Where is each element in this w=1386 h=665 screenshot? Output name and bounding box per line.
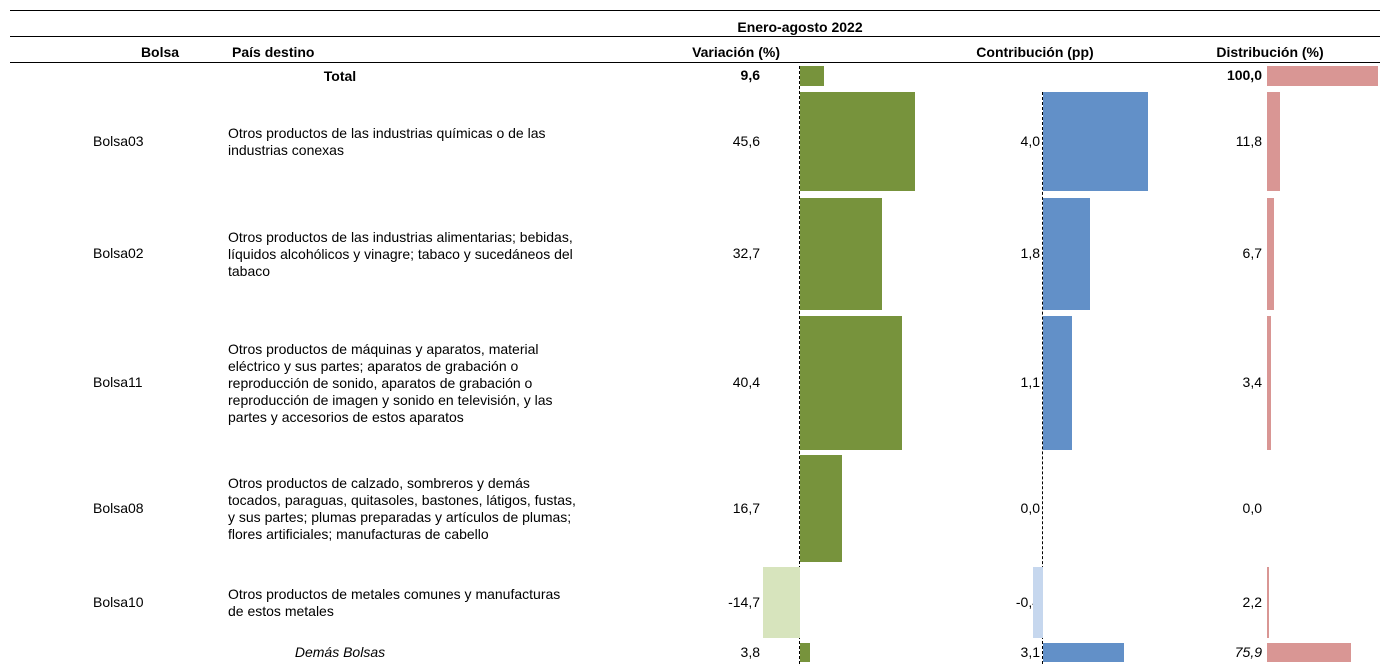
value-label: 4,0: [1020, 132, 1040, 149]
destino: Otros productos de máquinas y aparatos, …: [228, 340, 553, 425]
value-label: 45,6: [732, 132, 760, 149]
bolsa: Bolsa10: [93, 593, 144, 610]
value-label: 16,7: [732, 499, 760, 516]
bar: [800, 455, 843, 562]
bolsa: Bolsa02: [93, 245, 144, 261]
destino: Otros productos de las industrias químic…: [228, 124, 546, 158]
bar: [1267, 567, 1270, 638]
destino: Otros productos de calzado, sombreros y …: [228, 474, 576, 542]
value-label: 3,4: [1242, 374, 1262, 390]
bar: [1267, 643, 1352, 662]
value-label: -0,4: [1015, 593, 1040, 610]
bar: [1267, 198, 1275, 310]
value-label: 0,0: [1020, 499, 1040, 516]
header: Variación (%): [692, 44, 780, 60]
value-label: 100,0: [1226, 67, 1262, 83]
value-label: 2,2: [1242, 593, 1262, 610]
header: Bolsa: [140, 44, 180, 60]
value-label: 75,9: [1234, 643, 1262, 660]
value-label: 40,4: [732, 374, 760, 390]
value-label: 11,8: [1235, 132, 1262, 149]
bar: [1043, 316, 1072, 450]
zero-line: [799, 66, 800, 664]
period: Enero-agosto 2022: [737, 19, 863, 35]
bar: [1043, 643, 1125, 662]
value-label: 1,8: [1020, 245, 1040, 261]
destino: Otros productos de metales comunes y man…: [228, 585, 561, 619]
rule: [10, 36, 1380, 37]
bar: [1043, 198, 1091, 310]
rule: [10, 62, 1380, 63]
bolsa: Bolsa03: [93, 132, 144, 149]
bar: [1032, 567, 1043, 638]
bar: [1267, 316, 1271, 450]
value-label: 1,1: [1020, 374, 1040, 390]
header: País destino: [232, 44, 315, 60]
value-label: 3,1: [1020, 643, 1040, 660]
header: Distribución (%): [1216, 44, 1324, 60]
bar: [800, 643, 810, 662]
bolsa: Bolsa08: [93, 499, 144, 516]
bar: [1267, 92, 1281, 191]
destino: Total: [323, 67, 357, 84]
value-label: 6,7: [1242, 245, 1262, 261]
value-label: 32,7: [732, 245, 760, 261]
bar: [800, 66, 825, 86]
bar: [1267, 66, 1378, 86]
rule: [10, 10, 1380, 11]
bar: [800, 316, 902, 450]
bar: [1043, 92, 1148, 191]
destino: Otros productos de las industrias alimen…: [228, 228, 573, 279]
bar: [800, 92, 915, 191]
bar: [762, 567, 800, 638]
header: Contribución (pp): [976, 44, 1094, 60]
destino: Demás Bolsas: [294, 644, 386, 660]
value-label: 3,8: [740, 643, 760, 660]
bolsa: Bolsa11: [93, 374, 143, 390]
zero-line: [1042, 92, 1043, 664]
bar: [800, 198, 883, 310]
value-label: 9,6: [740, 67, 760, 83]
value-label: 0,0: [1242, 499, 1262, 516]
value-label: -14,7: [728, 593, 760, 610]
